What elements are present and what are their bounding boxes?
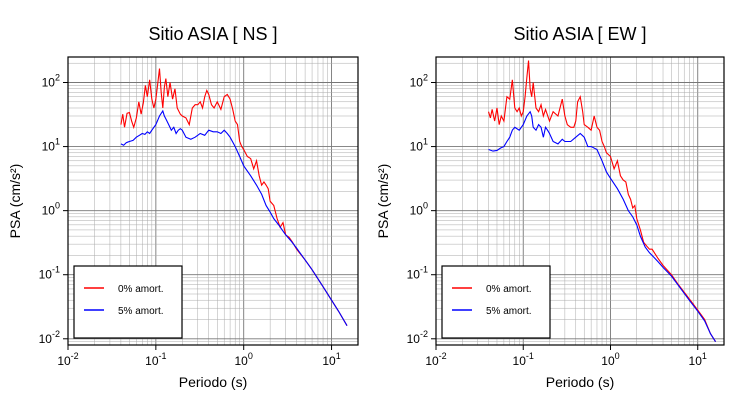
y-tick-label: 100 [42,201,60,218]
x-axis-label: Periodo (s) [546,374,614,390]
y-tick-label: 10-1 [39,265,60,282]
y-axis-label: PSA (cm/s²) [7,164,23,239]
y-tick-label: 101 [410,137,428,154]
legend-box [441,265,551,339]
series-line-undamped [120,68,348,326]
y-tick-label: 10-2 [407,329,428,346]
x-tick-label: 10-1 [513,351,534,368]
y-tick-label: 100 [410,201,428,218]
y-tick-label: 101 [42,137,60,154]
x-tick-label: 100 [235,351,253,368]
legend-entry-label: 0% amort. [486,284,532,295]
x-tick-label: 101 [322,351,340,368]
legend-box [73,265,183,339]
y-axis-label: PSA (cm/s²) [375,164,391,239]
legend: 0% amort. 5% amort. [73,265,183,339]
x-axis-label: Periodo (s) [179,374,247,390]
x-tick-label: 10-1 [145,351,166,368]
y-tick-label: 102 [42,72,60,89]
legend: 0% amort. 5% amort. [441,265,551,339]
legend-entry-label: 5% amort. [486,306,532,317]
y-tick-label: 102 [410,72,428,89]
chart-panel-2: 10-2 10-1 100 101 10-2 10-1 100 101 102 Sitio ASI… [375,24,725,390]
chart-title: Sitio ASIA [ EW ] [513,24,646,44]
y-tick-label: 10-2 [39,329,60,346]
y-tick-label: 10-1 [407,265,428,282]
plot-frame [67,56,359,346]
chart-panel-1: 10-2 10-1 100 101 10-2 10-1 100 101 102 Sitio ASI… [7,24,359,390]
x-tick-label: 10-2 [57,351,78,368]
plot-frame [435,56,725,346]
legend-entry-label: 5% amort. [118,306,164,317]
chart-title: Sitio ASIA [ NS ] [148,24,277,44]
x-tick-label: 10-2 [425,351,446,368]
series-line-damped [488,110,717,343]
x-tick-label: 100 [601,351,619,368]
series-line-damped [120,109,348,326]
legend-entry-label: 0% amort. [118,284,164,295]
x-tick-label: 101 [689,351,707,368]
